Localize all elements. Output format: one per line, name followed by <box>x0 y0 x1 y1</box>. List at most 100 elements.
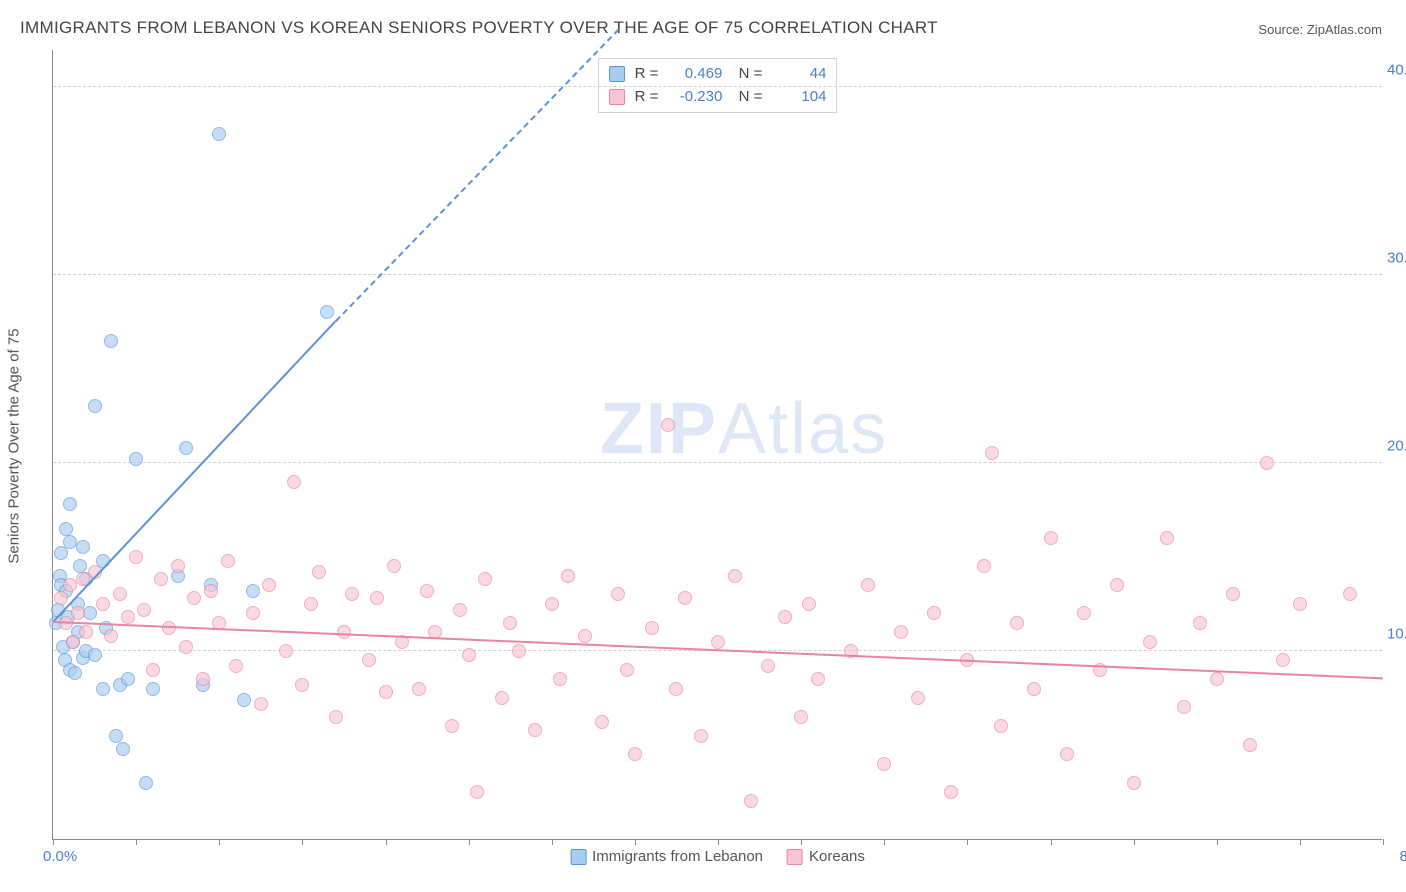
point-lebanon <box>109 729 123 743</box>
point-lebanon <box>146 682 160 696</box>
point-korean <box>744 794 758 808</box>
watermark: ZIPAtlas <box>600 388 888 470</box>
y-axis-title: Seniors Poverty Over the Age of 75 <box>6 328 23 563</box>
swatch-series-2 <box>609 89 625 105</box>
x-tick <box>884 839 885 845</box>
point-korean <box>927 606 941 620</box>
point-lebanon <box>88 399 102 413</box>
point-korean <box>1044 531 1058 545</box>
point-korean <box>329 710 343 724</box>
point-korean <box>254 697 268 711</box>
point-korean <box>129 550 143 564</box>
point-korean <box>611 587 625 601</box>
point-korean <box>1260 456 1274 470</box>
point-korean <box>453 603 467 617</box>
point-lebanon <box>179 441 193 455</box>
watermark-light: Atlas <box>718 389 888 469</box>
point-korean <box>678 591 692 605</box>
point-korean <box>503 616 517 630</box>
point-korean <box>669 682 683 696</box>
point-korean <box>1160 531 1174 545</box>
point-korean <box>495 691 509 705</box>
n-label: N = <box>730 86 762 109</box>
point-korean <box>994 719 1008 733</box>
legend-item-1: Immigrants from Lebanon <box>570 848 763 865</box>
y-tick-label: 30.0% <box>1387 249 1406 266</box>
point-korean <box>71 606 85 620</box>
point-korean <box>977 559 991 573</box>
point-korean <box>1243 738 1257 752</box>
point-korean <box>1177 700 1191 714</box>
point-korean <box>445 719 459 733</box>
point-korean <box>1127 776 1141 790</box>
swatch-series-1 <box>609 66 625 82</box>
point-lebanon <box>116 742 130 756</box>
point-korean <box>1060 747 1074 761</box>
r-label: R = <box>635 86 659 109</box>
watermark-bold: ZIP <box>600 389 718 469</box>
point-korean <box>304 597 318 611</box>
point-korean <box>79 625 93 639</box>
point-lebanon <box>96 682 110 696</box>
point-korean <box>861 578 875 592</box>
point-korean <box>512 644 526 658</box>
point-lebanon <box>76 540 90 554</box>
point-korean <box>1293 597 1307 611</box>
point-korean <box>802 597 816 611</box>
point-lebanon <box>59 522 73 536</box>
x-tick <box>967 839 968 845</box>
point-korean <box>370 591 384 605</box>
point-korean <box>620 663 634 677</box>
gridline <box>53 86 1382 87</box>
point-korean <box>462 648 476 662</box>
point-korean <box>104 629 118 643</box>
point-korean <box>63 578 77 592</box>
x-tick <box>1051 839 1052 845</box>
x-axis-max-label: 80.0% <box>1399 848 1406 865</box>
point-korean <box>387 559 401 573</box>
source-attribution: Source: ZipAtlas.com <box>1258 22 1382 37</box>
point-korean <box>337 625 351 639</box>
trend-line <box>52 320 336 622</box>
source-link[interactable]: ZipAtlas.com <box>1307 22 1382 37</box>
r-value-1: 0.469 <box>666 63 722 86</box>
point-korean <box>154 572 168 586</box>
point-korean <box>985 446 999 460</box>
x-tick <box>1134 839 1135 845</box>
point-korean <box>196 672 210 686</box>
x-tick <box>801 839 802 845</box>
legend-swatch-1 <box>570 849 586 865</box>
point-korean <box>221 554 235 568</box>
point-korean <box>661 418 675 432</box>
x-tick <box>136 839 137 845</box>
point-lebanon <box>88 648 102 662</box>
point-korean <box>96 597 110 611</box>
x-tick <box>1383 839 1384 845</box>
r-label: R = <box>635 63 659 86</box>
point-korean <box>412 682 426 696</box>
x-tick <box>53 839 54 845</box>
point-korean <box>229 659 243 673</box>
point-lebanon <box>212 127 226 141</box>
stats-row-series-1: R = 0.469 N = 44 <box>609 63 827 86</box>
point-korean <box>279 644 293 658</box>
point-korean <box>1010 616 1024 630</box>
scatter-plot-area: ZIPAtlas R = 0.469 N = 44 R = -0.230 N =… <box>52 50 1382 840</box>
point-korean <box>121 610 135 624</box>
point-lebanon <box>73 559 87 573</box>
point-korean <box>478 572 492 586</box>
point-korean <box>628 747 642 761</box>
point-korean <box>204 584 218 598</box>
n-value-2: 104 <box>770 86 826 109</box>
point-korean <box>137 603 151 617</box>
point-korean <box>1110 578 1124 592</box>
point-korean <box>645 621 659 635</box>
point-korean <box>1210 672 1224 686</box>
point-korean <box>794 710 808 724</box>
point-lebanon <box>63 535 77 549</box>
legend-label-2: Koreans <box>809 848 865 865</box>
point-korean <box>66 635 80 649</box>
stats-row-series-2: R = -0.230 N = 104 <box>609 86 827 109</box>
point-lebanon <box>68 666 82 680</box>
y-tick-label: 10.0% <box>1387 625 1406 642</box>
